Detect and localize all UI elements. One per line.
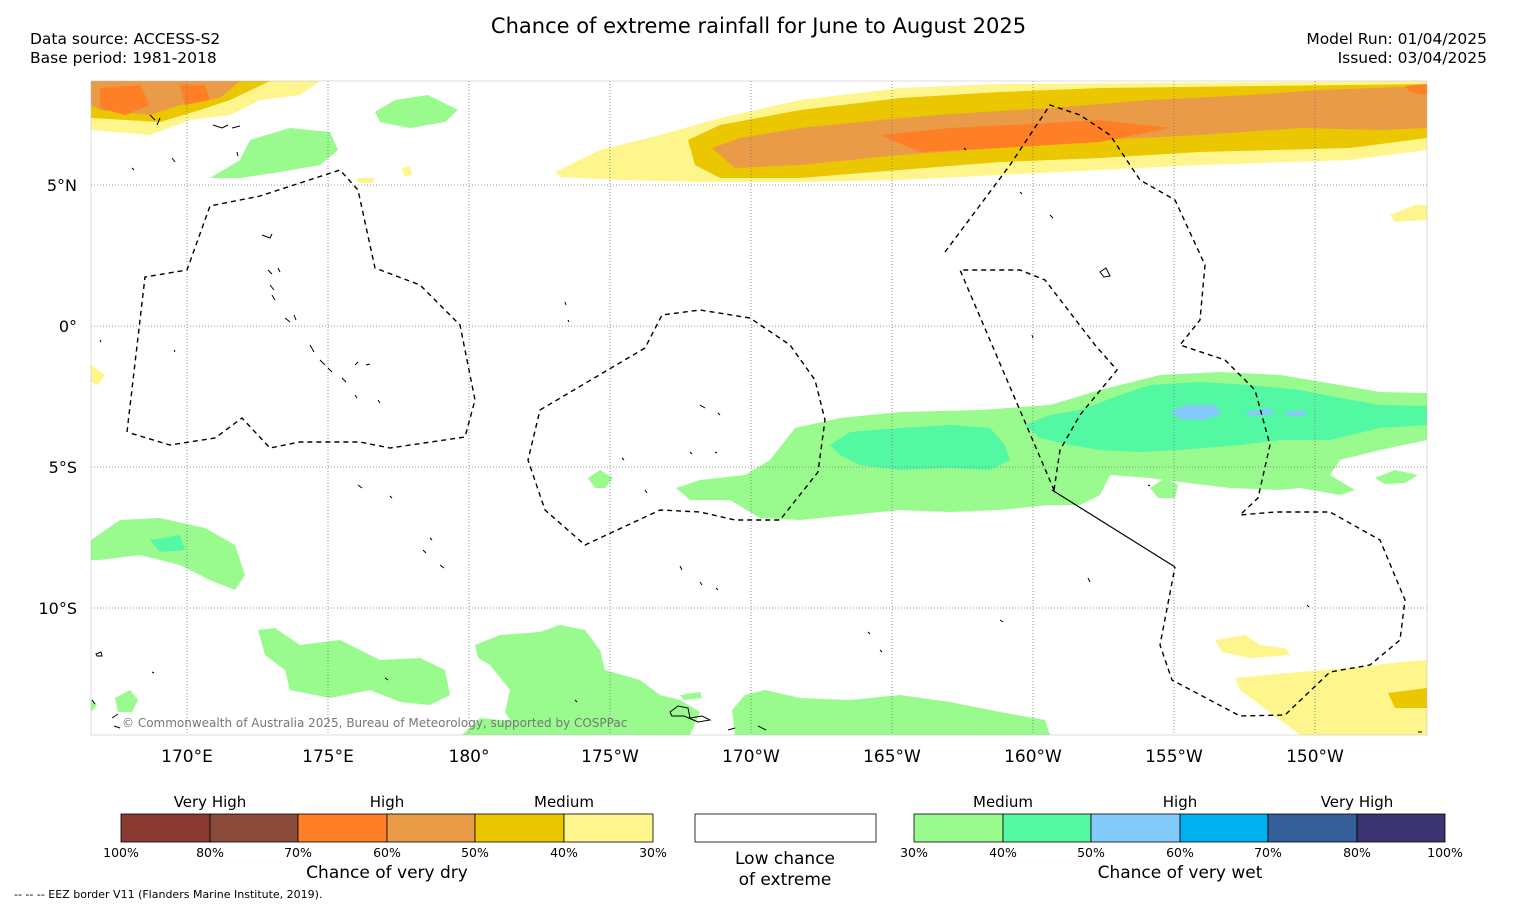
dry-zone-east-edge: [1390, 205, 1427, 222]
wet-zone-south-mid: [475, 625, 700, 735]
rainfall-shading: [91, 81, 1427, 735]
legend-dry-tick: 70%: [284, 845, 312, 860]
legend-wet-swatch-1: [913, 813, 1004, 843]
wet-zone-south-central: [258, 628, 450, 705]
dry-zone-small-spot-2: [357, 178, 375, 183]
legend-low-line1: Low chance: [735, 849, 835, 869]
wet-zone-north-small: [375, 95, 458, 128]
lon-label-175e: 175°E: [302, 747, 354, 767]
dry-zone-northeast-spot: [1405, 84, 1427, 95]
legend-wet-swatch-2: [1002, 813, 1092, 843]
eez-border-solid-segment: [1051, 489, 1176, 568]
dry-zone-southeast-medium: [1388, 688, 1427, 708]
eez-border-note: -- -- -- EEZ border V11 (Flanders Marine…: [14, 888, 323, 901]
legend-wet-tick: 100%: [1427, 845, 1463, 860]
eez-border-kiribati-gilbert: [126, 169, 476, 449]
legend-dry-swatch-1: [120, 813, 211, 843]
legend-dry-tick: 30%: [639, 845, 667, 860]
wet-zone-small-3: [1375, 470, 1418, 484]
eez-border-line-islands: [944, 104, 1406, 717]
map-title: Chance of extreme rainfall for June to A…: [490, 14, 1027, 38]
wet-zone-south-edge: [462, 718, 530, 735]
lat-label-5n: 5°N: [47, 176, 77, 195]
legend-wet-swatch-4: [1179, 813, 1269, 843]
wet-zone-north-west: [210, 128, 338, 178]
lon-label-150w: 150°W: [1286, 747, 1344, 767]
lon-label-155w: 155°W: [1145, 747, 1203, 767]
lon-label-165w: 165°W: [863, 747, 921, 767]
legend-low-chance: Low chance of extreme: [694, 813, 877, 890]
map-frame: [90, 80, 1428, 736]
lat-label-5s: 5°S: [49, 458, 77, 477]
legend-wet: Medium High Very High 30% 40% 50% 60% 70…: [900, 793, 1463, 883]
longitude-labels: 170°E 175°E 180° 175°W 170°W 165°W 160°W…: [161, 747, 1344, 767]
wet-zone-sw-corner: [91, 690, 138, 712]
islands: [91, 114, 1422, 733]
dry-zone-southeast-light: [1215, 635, 1427, 735]
legend-wet-tick: 40%: [989, 845, 1017, 860]
eez-border-tokelau: [527, 309, 826, 546]
legend-wet-caption: Chance of very wet: [1098, 863, 1263, 883]
wet-zone-central-medium: [830, 382, 1427, 470]
legend-dry-tick: 50%: [461, 845, 489, 860]
wet-zone-high-spot: [1170, 405, 1305, 420]
dry-zone-north-very-high: [880, 120, 1170, 152]
legend-low-line2: of extreme: [739, 870, 832, 890]
dry-zone-small-spot: [402, 166, 412, 176]
legend-wet-tick: 30%: [900, 845, 928, 860]
legend-wet-swatch-3: [1090, 813, 1181, 843]
copyright-notice: © Commonwealth of Australia 2025, Bureau…: [122, 716, 627, 730]
eez-borders: [126, 104, 1406, 717]
map-graticule: [91, 81, 1427, 735]
legend-dry-cat-medium: Medium: [534, 793, 594, 811]
legend-wet-cat-high: High: [1163, 793, 1197, 811]
legend-wet-tick: 50%: [1077, 845, 1105, 860]
legend-dry-tick: 100%: [103, 845, 139, 860]
legend-wet-tick: 60%: [1166, 845, 1194, 860]
legend-dry-tick: 60%: [373, 845, 401, 860]
lon-label-175w: 175°W: [581, 747, 639, 767]
wet-zone-small-2: [1150, 478, 1178, 498]
legend-wet-swatch-5: [1267, 813, 1358, 843]
legend-wet-cat-medium: Medium: [973, 793, 1033, 811]
legend-dry-swatch-4: [386, 813, 476, 843]
issued-label: Issued: 03/04/2025: [1337, 49, 1487, 67]
dry-zone-west-edge: [91, 365, 105, 385]
dry-zone-northwest-very-high: [100, 85, 210, 115]
legend-dry-cat-very-high: Very High: [174, 793, 247, 811]
lon-label-180: 180°: [449, 747, 490, 767]
lon-label-170e: 170°E: [161, 747, 213, 767]
legend-low-swatch: [694, 813, 877, 843]
legend-dry-caption: Chance of very dry: [306, 863, 468, 883]
lon-label-170w: 170°W: [722, 747, 780, 767]
legend-wet-tick: 70%: [1254, 845, 1282, 860]
legend-wet-cat-very-high: Very High: [1321, 793, 1394, 811]
latitude-labels: 5°N 0° 5°S 10°S: [38, 176, 77, 618]
wet-zone-south-east: [732, 690, 1050, 735]
legend-dry-swatch-5: [474, 813, 565, 843]
lat-label-0: 0°: [59, 317, 77, 336]
legend-dry-tick: 40%: [550, 845, 578, 860]
legend-wet-tick: 80%: [1343, 845, 1371, 860]
wet-zone-small-4: [680, 692, 702, 700]
legend-dry-cat-high: High: [370, 793, 404, 811]
lon-label-160w: 160°W: [1004, 747, 1062, 767]
legend-dry-swatch-3: [297, 813, 388, 843]
legend-dry-tick: 80%: [196, 845, 224, 860]
legend-dry-swatch-6: [563, 813, 654, 843]
data-source-label: Data source: ACCESS-S2: [30, 30, 221, 48]
base-period-label: Base period: 1981-2018: [30, 49, 217, 67]
lat-label-10s: 10°S: [38, 599, 77, 618]
wet-zone-southwest-medium: [150, 535, 185, 552]
wet-zone-southwest: [91, 518, 245, 590]
model-run-label: Model Run: 01/04/2025: [1306, 30, 1487, 48]
legend-dry-swatch-2: [209, 813, 299, 843]
wet-zone-small-1: [588, 470, 613, 488]
legend-dry: Very High High Medium 100% 80% 70% 60% 5…: [103, 793, 667, 883]
legend-wet-swatch-6: [1356, 813, 1446, 843]
